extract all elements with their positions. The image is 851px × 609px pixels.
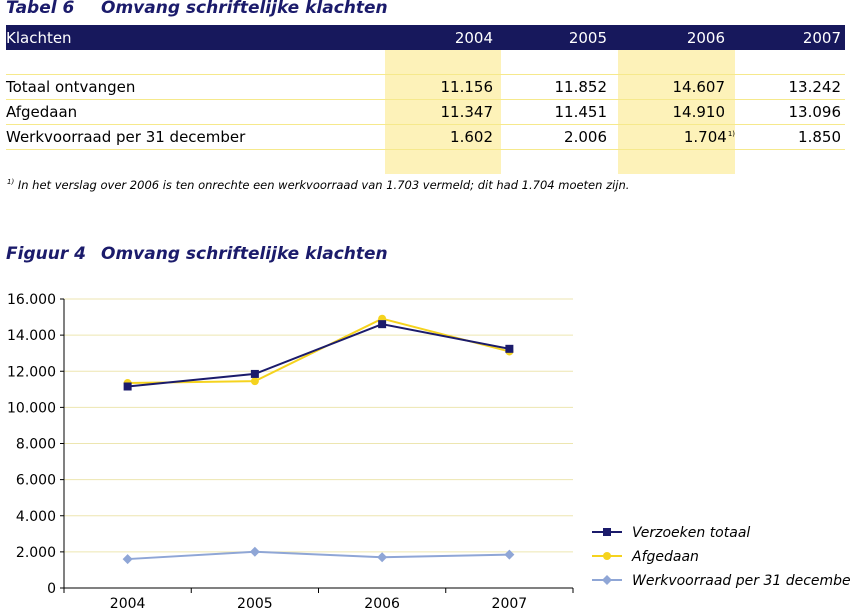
footnote-marker: 1) [7,178,15,187]
data-point [250,369,259,378]
legend-marker [603,528,611,536]
table-number: Tabel 6 [6,0,75,18]
row-label: Werkvoorraad per 31 december [6,128,246,146]
table-header: Klachten 2004 2005 2006 2007 [6,25,845,50]
table-cell: 1.602 [450,128,493,146]
x-tick-label: 2007 [492,596,528,609]
table-cell: 14.910 [672,103,726,121]
footnote-marker: 1) [727,130,735,138]
series-line [127,323,510,388]
y-tick-label: 2.000 [16,545,56,561]
figure-title: Figuur 4 Omvang schriftelijke klachten [6,244,388,264]
x-tick-label: 2004 [110,596,146,609]
table-cell: 11.451 [554,103,608,121]
table-row: Werkvoorraad per 31 december 1.602 2.006… [6,125,845,150]
legend-label: Afgedaan [631,549,699,565]
table-cell: 13.096 [788,103,842,121]
column-highlight [385,50,501,174]
row-label: Totaal ontvangen [6,78,136,96]
y-tick-label: 4.000 [16,509,56,525]
y-tick-label: 6.000 [16,473,56,489]
data-point [122,554,133,565]
header-year: 2007 [802,29,841,47]
table-row: Afgedaan 11.347 11.451 14.910 13.096 [6,100,845,125]
legend-label: Werkvoorraad per 31 december [632,573,851,589]
table-cell: 1.850 [798,128,841,146]
table-title-text: Omvang schriftelijke klachten [101,0,388,18]
series-line [127,317,510,385]
footnote-text: In het verslag over 2006 is ten onrechte… [17,178,630,192]
x-tick-label: 2006 [364,596,400,609]
table-cell: 11.156 [440,78,494,96]
legend-marker [603,552,611,560]
column-highlight [618,50,735,174]
table-cell: 13.242 [788,78,842,96]
data-point [505,344,514,353]
data-point [378,320,387,329]
figure-title-text: Omvang schriftelijke klachten [101,244,388,264]
data-point [504,549,515,560]
table-title: Tabel 6 Omvang schriftelijke klachten [6,0,388,18]
header-year: 2006 [686,29,725,47]
y-tick-label: 8.000 [16,437,56,453]
x-tick-label: 2005 [237,596,273,609]
data-point [249,546,260,557]
table-cell: 11.852 [554,78,608,96]
cell-value: 1.704 [683,128,727,146]
data-point [250,377,259,386]
complaints-table: Klachten 2004 2005 2006 2007 Totaal ontv… [6,25,845,174]
legend-label: Verzoeken totaal [632,525,750,541]
table-cell: 11.347 [440,103,494,121]
legend-marker [602,575,612,585]
figure-number: Figuur 4 [6,244,86,264]
series-line [127,550,510,561]
y-tick-label: 16.000 [7,292,56,308]
table-footnote: 1) In het verslag over 2006 is ten onrec… [6,178,629,192]
y-tick-label: 10.000 [7,400,56,416]
header-label: Klachten [6,29,72,47]
header-year: 2005 [568,29,607,47]
header-year: 2004 [454,29,493,47]
row-label: Afgedaan [6,103,78,121]
data-point [123,382,132,391]
y-tick-label: 0 [47,581,56,597]
table-cell: 14.607 [672,78,726,96]
table-cell: 2.006 [564,128,607,146]
table-row: Totaal ontvangen 11.156 11.852 14.607 13… [6,75,845,100]
table-spacer-row [6,50,845,75]
data-point [377,552,388,563]
y-tick-label: 14.000 [7,328,56,344]
complaints-line-chart: 0 2.000 4.000 6.000 8.000 10.000 12.000 14.000 1… [7,292,851,609]
table-cell: 1.7041) [684,128,735,146]
y-tick-label: 12.000 [7,364,56,380]
